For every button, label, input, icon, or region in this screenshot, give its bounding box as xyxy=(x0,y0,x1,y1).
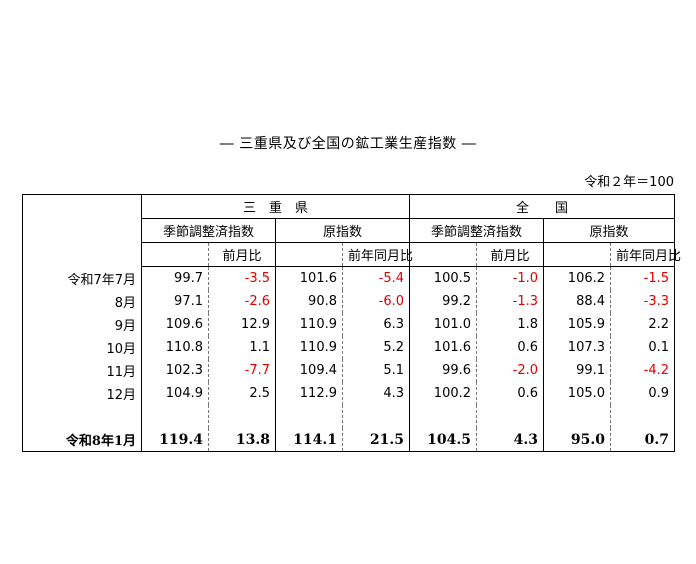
cell-mie-yoy: 4.3 xyxy=(341,382,410,405)
cell-nat-yoy: 0.9 xyxy=(610,382,676,405)
cell-nat-mom: -1.3 xyxy=(476,290,544,313)
cell-nat-sa: 104.5 xyxy=(409,428,477,452)
cell-nat-yoy: 2.2 xyxy=(610,313,676,336)
row-label: 9月 xyxy=(22,313,142,336)
cell-mie-mom: -3.5 xyxy=(208,266,276,290)
cell-nat-sa: 101.0 xyxy=(409,313,477,336)
cell-mie-yoy: 5.2 xyxy=(341,336,410,359)
cell-nat-orig: 99.1 xyxy=(543,359,611,382)
latest-row: 令和8年1月 119.4 13.8 114.1 21.5 104.5 4.3 95.0 0.7 xyxy=(22,428,676,452)
row-label: 11月 xyxy=(22,359,142,382)
cell-mie-sa: 97.1 xyxy=(141,290,209,313)
row-label: 令和7年7月 xyxy=(22,266,142,290)
header-mie-yoy: 前年同月比 xyxy=(341,242,413,267)
cell-nat-yoy: 0.7 xyxy=(610,428,676,452)
cell-nat-orig: 105.0 xyxy=(543,382,611,405)
header-blank xyxy=(543,242,611,267)
cell-nat-sa: 101.6 xyxy=(409,336,477,359)
cell-nat-mom: 4.3 xyxy=(476,428,544,452)
header-nat-mom: 前月比 xyxy=(476,242,544,267)
cell-nat-orig: 105.9 xyxy=(543,313,611,336)
cell-nat-yoy: -1.5 xyxy=(610,266,676,290)
cell-nat-mom: 1.8 xyxy=(476,313,544,336)
table-row: 10月 110.8 1.1 110.9 5.2 101.6 0.6 107.3 0.1 xyxy=(22,336,676,359)
cell-nat-mom: 0.6 xyxy=(476,336,544,359)
cell-mie-mom: 2.5 xyxy=(208,382,276,405)
cell-mie-sa: 104.9 xyxy=(141,382,209,405)
cell-mie-yoy: 5.1 xyxy=(341,359,410,382)
spacer-row xyxy=(22,405,676,428)
row-label: 12月 xyxy=(22,382,142,405)
header-mie-orig: 原指数 xyxy=(274,218,410,243)
cell-nat-sa: 100.2 xyxy=(409,382,477,405)
cell-nat-yoy: -4.2 xyxy=(610,359,676,382)
table-row: 令和7年7月 99.7 -3.5 101.6 -5.4 100.5 -1.0 106.2 -1.… xyxy=(22,266,676,290)
row-label: 8月 xyxy=(22,290,142,313)
header-mie: 三 重 県 xyxy=(140,194,410,219)
row-label: 10月 xyxy=(22,336,142,359)
cell-mie-mom: 13.8 xyxy=(208,428,276,452)
cell-nat-mom: -2.0 xyxy=(476,359,544,382)
header-row-type: 季節調整済指数 原指数 季節調整済指数 原指数 xyxy=(23,218,676,243)
cell-mie-orig: 114.1 xyxy=(275,428,343,452)
production-index-table: 三 重 県 全 国 季節調整済指数 原指数 季節調整済指数 原指数 前月比 前年… xyxy=(22,194,681,452)
corner-cell xyxy=(22,194,142,267)
cell-mie-mom: -2.6 xyxy=(208,290,276,313)
header-nat-yoy: 前年同月比 xyxy=(610,242,681,267)
cell-mie-orig: 112.9 xyxy=(275,382,343,405)
cell-nat-orig: 107.3 xyxy=(543,336,611,359)
table-row: 11月 102.3 -7.7 109.4 5.1 99.6 -2.0 99.1 -4.2 xyxy=(22,359,676,382)
cell-nat-mom: 0.6 xyxy=(476,382,544,405)
page-title: ― 三重県及び全国の鉱工業生産指数 ― xyxy=(219,136,477,152)
header-nat-orig: 原指数 xyxy=(543,218,676,243)
cell-mie-yoy: 21.5 xyxy=(341,428,410,452)
cell-mie-yoy: 6.3 xyxy=(341,313,410,336)
table-row: 12月 104.9 2.5 112.9 4.3 100.2 0.6 105.0 0.9 xyxy=(22,382,676,405)
cell-mie-orig: 90.8 xyxy=(275,290,343,313)
cell-mie-yoy: -6.0 xyxy=(341,290,410,313)
header-row-change: 前月比 前年同月比 前月比 前年同月比 xyxy=(23,242,681,267)
cell-mie-sa: 99.7 xyxy=(141,266,209,290)
cell-mie-orig: 109.4 xyxy=(275,359,343,382)
cell-mie-orig: 101.6 xyxy=(275,266,343,290)
header-row-region: 三 重 県 全 国 xyxy=(22,194,676,267)
cell-nat-orig: 88.4 xyxy=(543,290,611,313)
cell-mie-sa: 119.4 xyxy=(141,428,209,452)
cell-mie-sa: 109.6 xyxy=(141,313,209,336)
cell-mie-orig: 110.9 xyxy=(275,336,343,359)
header-mie-mom: 前月比 xyxy=(208,242,276,267)
header-blank xyxy=(275,242,343,267)
cell-mie-mom: 1.1 xyxy=(208,336,276,359)
cell-mie-orig: 110.9 xyxy=(275,313,343,336)
cell-mie-yoy: -5.4 xyxy=(341,266,410,290)
table-row: 9月 109.6 12.9 110.9 6.3 101.0 1.8 105.9 2.2 xyxy=(22,313,676,336)
cell-nat-orig: 95.0 xyxy=(543,428,611,452)
header-blank xyxy=(409,242,477,267)
cell-nat-mom: -1.0 xyxy=(476,266,544,290)
header-blank xyxy=(141,242,209,267)
cell-nat-yoy: 0.1 xyxy=(610,336,676,359)
cell-mie-mom: 12.9 xyxy=(208,313,276,336)
header-national: 全 国 xyxy=(409,194,676,219)
cell-nat-orig: 106.2 xyxy=(543,266,611,290)
cell-nat-yoy: -3.3 xyxy=(610,290,676,313)
cell-nat-sa: 99.2 xyxy=(409,290,477,313)
header-nat-sa: 季節調整済指数 xyxy=(409,218,544,243)
row-label: 令和8年1月 xyxy=(22,428,142,452)
base-year-note: 令和２年＝100 xyxy=(584,175,674,190)
cell-mie-mom: -7.7 xyxy=(208,359,276,382)
table-row: 8月 97.1 -2.6 90.8 -6.0 99.2 -1.3 88.4 -3.3 xyxy=(22,290,676,313)
cell-mie-sa: 102.3 xyxy=(141,359,209,382)
cell-mie-sa: 110.8 xyxy=(141,336,209,359)
cell-nat-sa: 99.6 xyxy=(409,359,477,382)
cell-nat-sa: 100.5 xyxy=(409,266,477,290)
header-mie-sa: 季節調整済指数 xyxy=(141,218,276,243)
